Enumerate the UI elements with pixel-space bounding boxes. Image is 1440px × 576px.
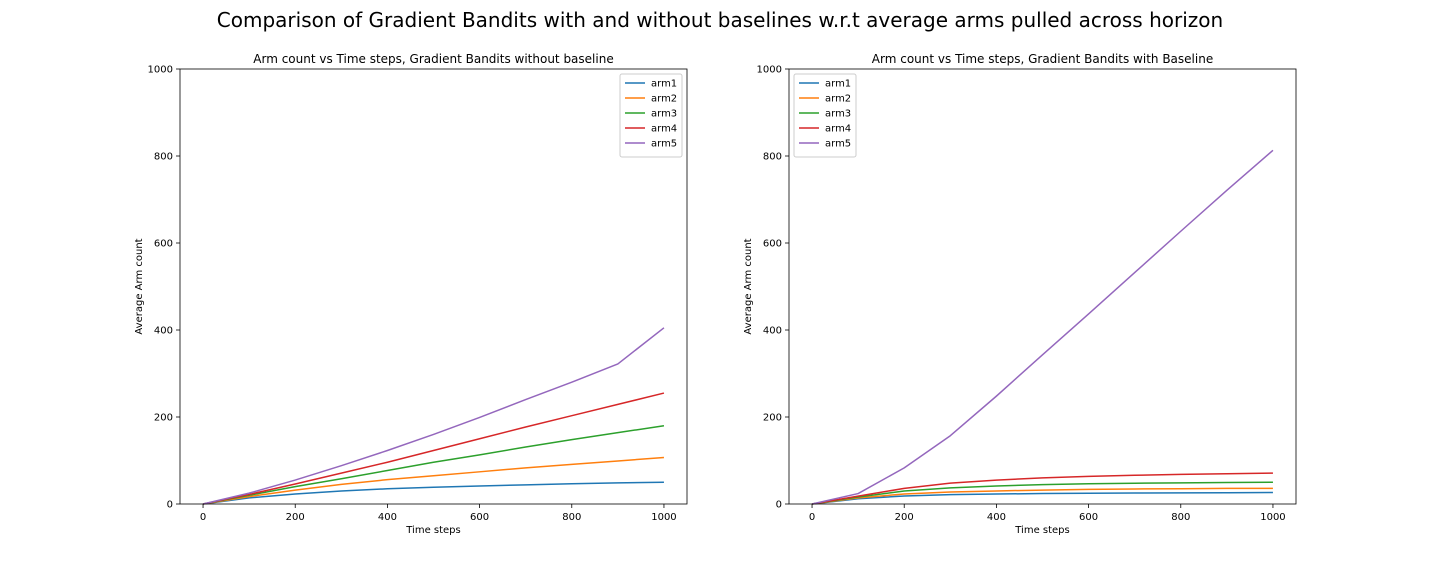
legend-label-arm5: arm5: [825, 139, 851, 150]
series-line-arm1: [202, 481, 664, 505]
series-line-arm2: [202, 456, 665, 505]
legend: arm1 arm2 arm3 arm4 arm5: [793, 73, 857, 158]
legend-label-arm3: arm3: [825, 109, 851, 120]
series-line-arm2: [811, 487, 1273, 505]
legend-label-arm2: arm2: [651, 94, 677, 105]
x-tick-label: 1000: [1260, 512, 1285, 523]
legend-label-arm3: arm3: [651, 109, 677, 120]
y-axis-label: Average Arm count: [134, 238, 145, 334]
series-line-arm4: [811, 472, 1273, 505]
chart-title: Arm count vs Time steps, Gradient Bandit…: [872, 52, 1213, 66]
y-tick-label: 800: [154, 152, 173, 163]
y-tick-label: 0: [167, 500, 173, 511]
plot-frame: [788, 68, 1297, 505]
series-line-arm5: [202, 327, 665, 505]
x-tick-label: 600: [470, 512, 489, 523]
y-tick-label: 800: [763, 152, 782, 163]
x-tick-label: 800: [562, 512, 581, 523]
x-tick-label: 600: [1079, 512, 1098, 523]
y-tick-label: 200: [154, 413, 173, 424]
x-axis-label: Time steps: [1014, 525, 1070, 536]
series-line-arm4: [202, 392, 665, 505]
x-tick-label: 400: [378, 512, 397, 523]
legend-box: [619, 73, 683, 158]
chart-without-baseline: Arm count vs Time steps, Gradient Bandit…: [134, 52, 688, 536]
chart-with-baseline: Arm count vs Time steps, Gradient Bandit…: [743, 52, 1297, 536]
y-axis-label: Average Arm count: [743, 238, 754, 334]
x-tick-label: 400: [987, 512, 1006, 523]
legend-label-arm1: arm1: [651, 79, 677, 90]
chart-title: Arm count vs Time steps, Gradient Bandit…: [253, 52, 613, 66]
series-line-arm3: [202, 424, 665, 505]
legend-box: [793, 73, 857, 158]
y-tick-label: 600: [154, 239, 173, 250]
series-line-arm3: [811, 481, 1273, 505]
legend-label-arm4: arm4: [651, 124, 677, 135]
y-tick-label: 1000: [757, 65, 782, 76]
x-tick-label: 0: [809, 512, 815, 523]
x-tick-label: 1000: [651, 512, 676, 523]
figure-title: Comparison of Gradient Bandits with and …: [216, 8, 1224, 32]
x-tick-label: 200: [895, 512, 914, 523]
legend: arm1 arm2 arm3 arm4 arm5: [619, 73, 683, 158]
x-tick-label: 200: [286, 512, 305, 523]
series-line-arm5: [811, 149, 1274, 505]
legend-label-arm2: arm2: [825, 94, 851, 105]
y-tick-label: 400: [763, 326, 782, 337]
legend-label-arm5: arm5: [651, 139, 677, 150]
x-axis-label: Time steps: [405, 525, 461, 536]
series-line-arm1: [811, 491, 1273, 505]
y-tick-label: 200: [763, 413, 782, 424]
legend-label-arm4: arm4: [825, 124, 851, 135]
y-tick-label: 600: [763, 239, 782, 250]
y-tick-label: 1000: [148, 65, 173, 76]
x-tick-label: 0: [200, 512, 206, 523]
y-tick-label: 0: [776, 500, 782, 511]
plot-frame: [179, 68, 688, 505]
legend-label-arm1: arm1: [825, 79, 851, 90]
x-tick-label: 800: [1171, 512, 1190, 523]
y-tick-label: 400: [154, 326, 173, 337]
